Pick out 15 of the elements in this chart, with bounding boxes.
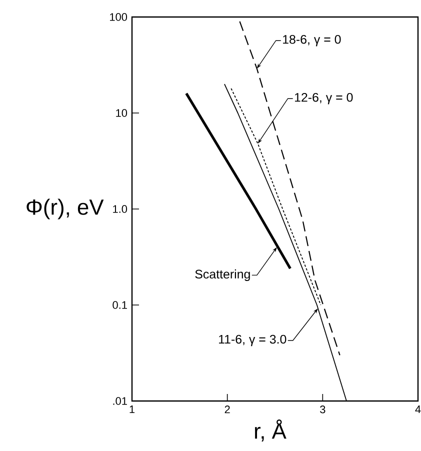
y-tick-label: 10 [116, 109, 128, 117]
x-tick-label: 4 [415, 406, 421, 414]
y-tick-label: 0.1 [112, 301, 127, 309]
x-tick-label: 1 [130, 406, 135, 414]
annotation: 12-6, γ = 0 [294, 92, 353, 104]
annotation: Scattering [195, 269, 250, 281]
x-tick-label: 3 [320, 406, 326, 414]
y-tick-label: .01 [113, 397, 127, 405]
annotation: 11-6, γ = 3.0 [219, 334, 286, 346]
x-axis-title: r, Å [255, 420, 286, 442]
x-tick-label: 2 [224, 406, 230, 414]
y-axis-title: Φ(r), eV [26, 198, 104, 220]
y-tick-label: 100 [110, 13, 128, 21]
y-tick-label: 1.0 [113, 205, 128, 213]
annotation: 18-6, γ = 0 [283, 34, 341, 46]
